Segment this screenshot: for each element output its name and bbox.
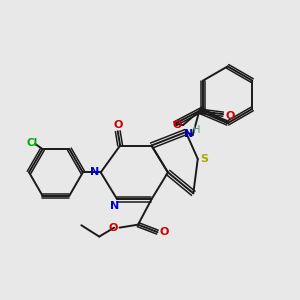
Text: O: O (113, 120, 122, 130)
Text: O: O (172, 120, 182, 130)
Text: O: O (225, 111, 234, 121)
Text: O: O (109, 223, 118, 233)
Text: O: O (159, 227, 169, 237)
Text: Cl: Cl (26, 138, 38, 148)
Text: H: H (193, 125, 201, 135)
Text: N: N (89, 167, 99, 177)
Text: N: N (110, 201, 119, 211)
Text: S: S (200, 154, 208, 164)
Text: N: N (184, 129, 194, 139)
